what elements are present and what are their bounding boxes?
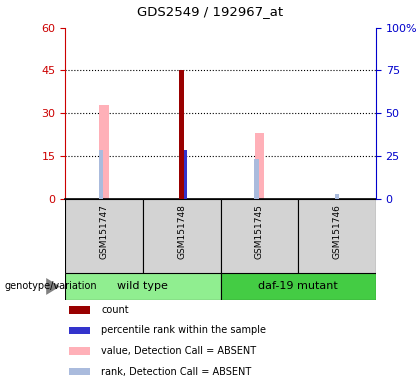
- Text: GDS2549 / 192967_at: GDS2549 / 192967_at: [137, 5, 283, 18]
- Bar: [254, 159, 259, 199]
- Bar: [220, 273, 376, 300]
- Text: GSM151745: GSM151745: [255, 205, 264, 260]
- Text: value, Detection Call = ABSENT: value, Detection Call = ABSENT: [101, 346, 257, 356]
- Bar: [335, 194, 339, 199]
- Text: daf-19 mutant: daf-19 mutant: [258, 281, 338, 291]
- Text: rank, Detection Call = ABSENT: rank, Detection Call = ABSENT: [101, 367, 252, 377]
- Bar: [255, 133, 264, 199]
- Text: percentile rank within the sample: percentile rank within the sample: [101, 326, 266, 336]
- Text: wild type: wild type: [117, 281, 168, 291]
- Text: count: count: [101, 305, 129, 315]
- Bar: [69, 306, 89, 314]
- Bar: [69, 368, 89, 376]
- Bar: [65, 199, 143, 273]
- Bar: [179, 70, 184, 199]
- Bar: [69, 348, 89, 355]
- Text: GSM151748: GSM151748: [177, 205, 186, 260]
- Text: GSM151746: GSM151746: [333, 205, 341, 260]
- Text: genotype/variation: genotype/variation: [4, 281, 97, 291]
- Bar: [298, 199, 376, 273]
- Text: GSM151747: GSM151747: [100, 205, 108, 260]
- Bar: [99, 150, 103, 199]
- Bar: [220, 199, 298, 273]
- Bar: [69, 327, 89, 334]
- Bar: [143, 199, 220, 273]
- Bar: [184, 150, 187, 199]
- Bar: [65, 273, 220, 300]
- Bar: [99, 104, 109, 199]
